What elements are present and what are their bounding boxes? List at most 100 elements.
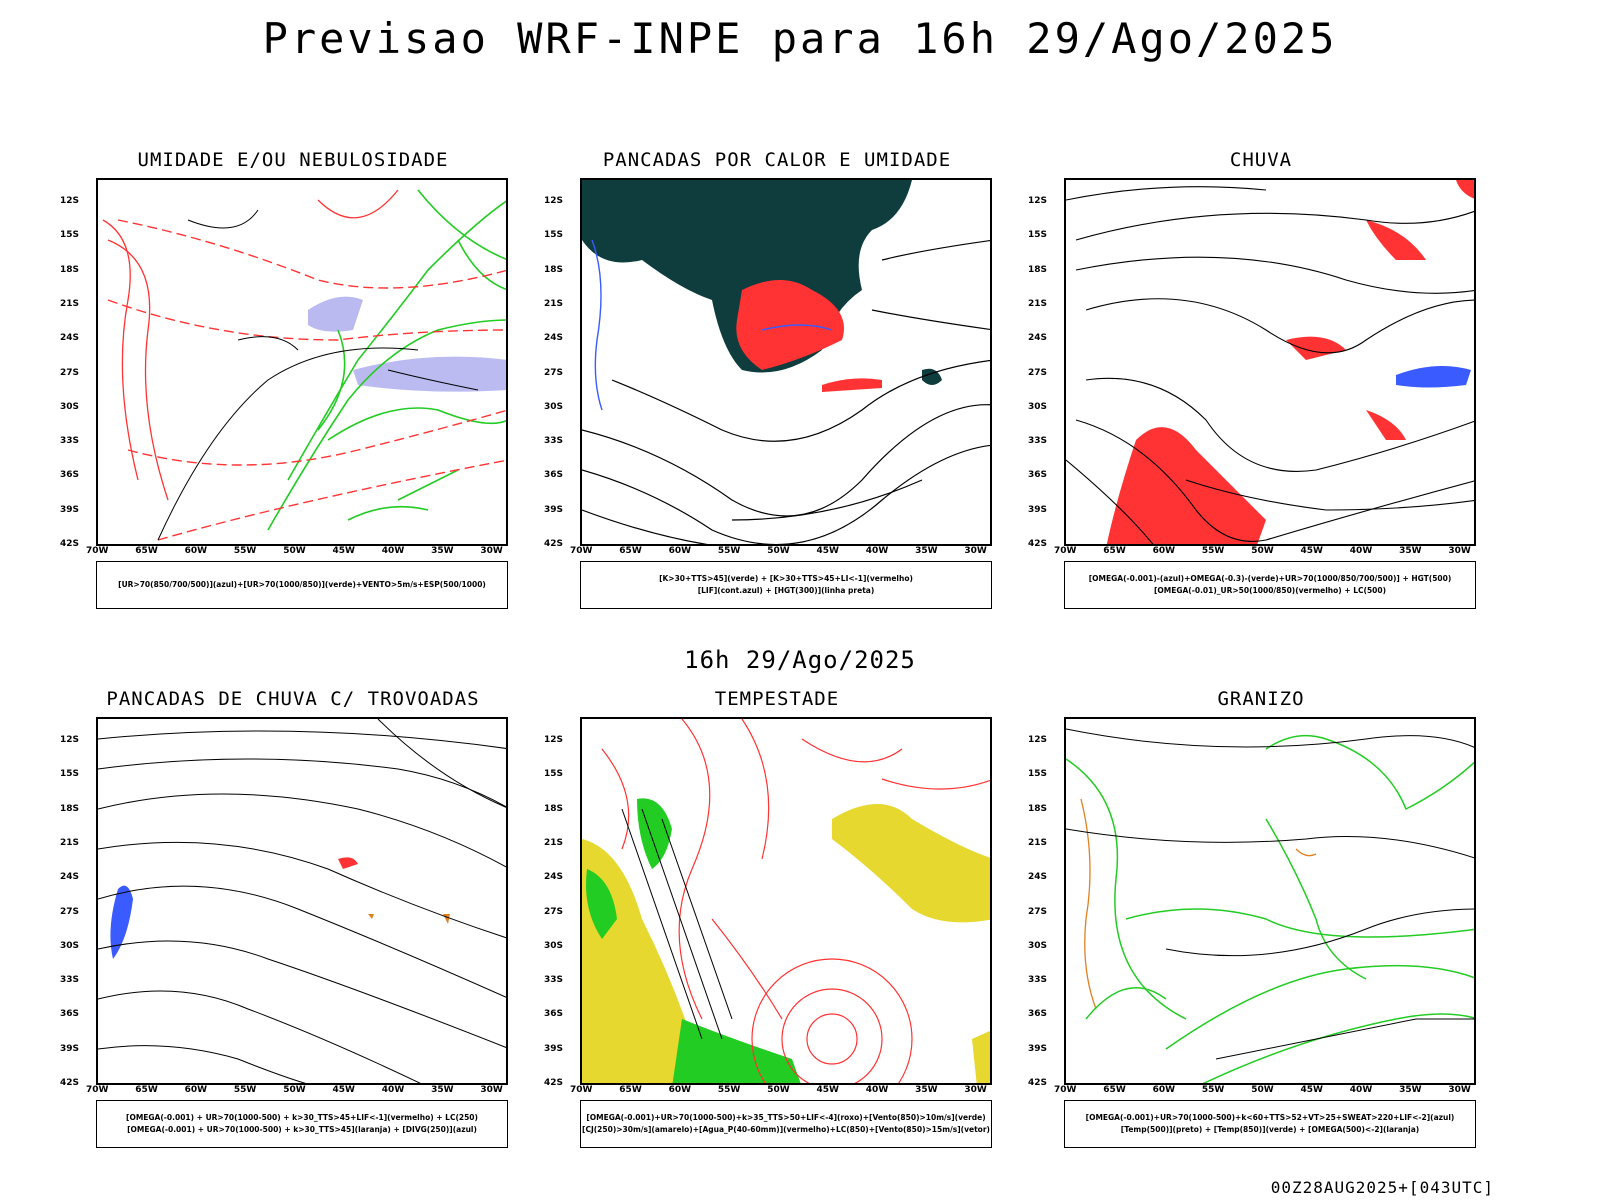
lat-tick-label: 42S [1028, 539, 1048, 549]
lon-tick-label: 35W [915, 546, 938, 556]
lon-tick-label: 65W [619, 546, 642, 556]
legend-line: [OMEGA(-0.001)+UR>70(1000-500)+k>35_TTS>… [586, 1113, 986, 1122]
panel-umidade: UMIDADE E/OU NEBULOSIDADE [60, 149, 508, 624]
lat-tick-label: 42S [60, 1078, 80, 1088]
lon-tick-label: 65W [135, 546, 158, 556]
lat-tick-label: 27S [1028, 367, 1048, 378]
lat-tick-label: 30S [60, 401, 80, 412]
lat-tick-label: 42S [60, 539, 80, 549]
map-chuva [1064, 178, 1476, 546]
panel-pancadas-calor: PANCADAS POR CALOR E UMIDADE [544, 149, 992, 624]
lat-tick-label: 27S [60, 906, 80, 917]
lon-tick-label: 40W [865, 546, 889, 556]
lon-tick-label: 65W [1103, 546, 1126, 556]
lon-tick-label: 50W [1251, 1085, 1274, 1095]
panel-title: TEMPESTADE [714, 688, 840, 710]
panel-granizo: GRANIZO [OMEGA(-0. [1028, 688, 1476, 1163]
lon-tick-label: 30W [1448, 546, 1471, 556]
legend-box: [UR>70(850/700/500)](azul)+[UR>70(1000/8… [96, 561, 508, 609]
main-title: Previsao WRF-INPE para 16h 29/Ago/2025 [262, 14, 1338, 63]
lon-tick-label: 70W [86, 546, 109, 556]
lon-tick-label: 55W [1201, 1085, 1225, 1095]
lon-tick-label: 65W [135, 1085, 158, 1095]
lat-tick-label: 33S [60, 436, 80, 447]
lon-tick-label: 40W [381, 1085, 405, 1095]
lon-tick-label: 70W [570, 546, 593, 556]
lat-tick-label: 30S [544, 940, 564, 951]
lat-tick-label: 24S [1028, 333, 1048, 344]
legend-box: [K>30+TTS>45](verde) + [K>30+TTS>45+LI<-… [580, 561, 992, 609]
lat-tick-label: 21S [1028, 837, 1048, 848]
lat-tick-label: 18S [544, 264, 564, 275]
map-trovoadas [96, 717, 508, 1085]
lat-tick-label: 18S [1028, 803, 1048, 814]
lat-tick-label: 30S [60, 940, 80, 951]
lat-tick-label: 39S [544, 1043, 564, 1054]
lat-tick-label: 18S [60, 803, 80, 814]
lat-tick-label: 33S [1028, 436, 1048, 447]
lon-tick-label: 70W [570, 1085, 593, 1095]
lat-tick-label: 42S [544, 539, 564, 549]
map-umidade [96, 178, 508, 546]
lon-tick-label: 55W [717, 1085, 741, 1095]
lat-tick-label: 18S [60, 264, 80, 275]
lat-tick-label: 39S [1028, 504, 1048, 515]
lat-tick-label: 12S [544, 735, 564, 745]
lon-tick-label: 35W [1399, 1085, 1422, 1095]
map-pancadas-calor [580, 178, 992, 546]
lon-tick-label: 40W [865, 1085, 889, 1095]
lon-tick-label: 60W [184, 1085, 208, 1095]
lat-tick-label: 15S [1028, 230, 1048, 241]
lat-tick-label: 33S [544, 975, 564, 986]
lat-tick-label: 12S [1028, 196, 1048, 206]
lat-tick-label: 12S [60, 196, 80, 206]
legend-line: [OMEGA(-0.001) + UR>70(1000-500) + k>30_… [126, 1113, 478, 1122]
legend-line: [Temp(500)](preto) + [Temp(850)](verde) … [1120, 1125, 1420, 1134]
lat-tick-label: 18S [544, 803, 564, 814]
lat-tick-label: 15S [544, 230, 564, 241]
lat-tick-label: 39S [60, 1043, 80, 1054]
lon-tick-label: 35W [431, 546, 454, 556]
lon-tick-label: 70W [1054, 1085, 1077, 1095]
lon-tick-label: 35W [431, 1085, 454, 1095]
panel-title: UMIDADE E/OU NEBULOSIDADE [137, 149, 449, 171]
lat-tick-label: 24S [1028, 872, 1048, 883]
lon-tick-label: 65W [619, 1085, 642, 1095]
mid-title: 16h 29/Ago/2025 [684, 646, 916, 674]
legend-box: [OMEGA(-0.001)+UR>70(1000-500)+k<60+TTS>… [1064, 1100, 1476, 1148]
lat-tick-label: 24S [544, 872, 564, 883]
lat-tick-label: 27S [544, 367, 564, 378]
lat-tick-label: 36S [60, 470, 80, 481]
lat-tick-label: 42S [544, 1078, 564, 1088]
lat-tick-label: 39S [60, 504, 80, 515]
lat-tick-label: 21S [60, 837, 80, 848]
lon-tick-label: 50W [283, 546, 306, 556]
lat-tick-label: 27S [1028, 906, 1048, 917]
lon-tick-label: 50W [1251, 546, 1274, 556]
lat-tick-label: 30S [544, 401, 564, 412]
panel-trovoadas: PANCADAS DE CHUVA C/ TROVOADAS [OMEGA(-0… [60, 688, 508, 1163]
lon-tick-label: 55W [717, 546, 741, 556]
legend-line: [K>30+TTS>45](verde) + [K>30+TTS>45+LI<-… [659, 574, 913, 583]
lat-tick-label: 27S [544, 906, 564, 917]
lon-tick-label: 45W [332, 546, 355, 556]
legend-line: [OMEGA(-0.01)_UR>50(1000/850)(vermelho) … [1153, 586, 1387, 595]
lat-tick-label: 36S [544, 470, 564, 481]
lon-tick-label: 35W [1399, 546, 1422, 556]
lon-tick-label: 40W [1349, 1085, 1373, 1095]
lat-tick-label: 15S [1028, 769, 1048, 780]
lon-tick-label: 30W [480, 1085, 503, 1095]
lat-tick-label: 15S [60, 769, 80, 780]
lon-tick-label: 55W [233, 546, 257, 556]
lat-tick-label: 15S [544, 769, 564, 780]
lat-tick-label: 21S [1028, 298, 1048, 309]
lat-tick-label: 36S [60, 1009, 80, 1020]
panel-tempestade: TEMPESTADE [544, 688, 992, 1163]
lon-tick-label: 30W [1448, 1085, 1471, 1095]
map-granizo [1064, 717, 1476, 1085]
lat-tick-label: 24S [60, 872, 80, 883]
lon-tick-label: 55W [1201, 546, 1225, 556]
lat-tick-label: 18S [1028, 264, 1048, 275]
lon-tick-label: 60W [1152, 546, 1176, 556]
lat-tick-label: 42S [1028, 1078, 1048, 1088]
